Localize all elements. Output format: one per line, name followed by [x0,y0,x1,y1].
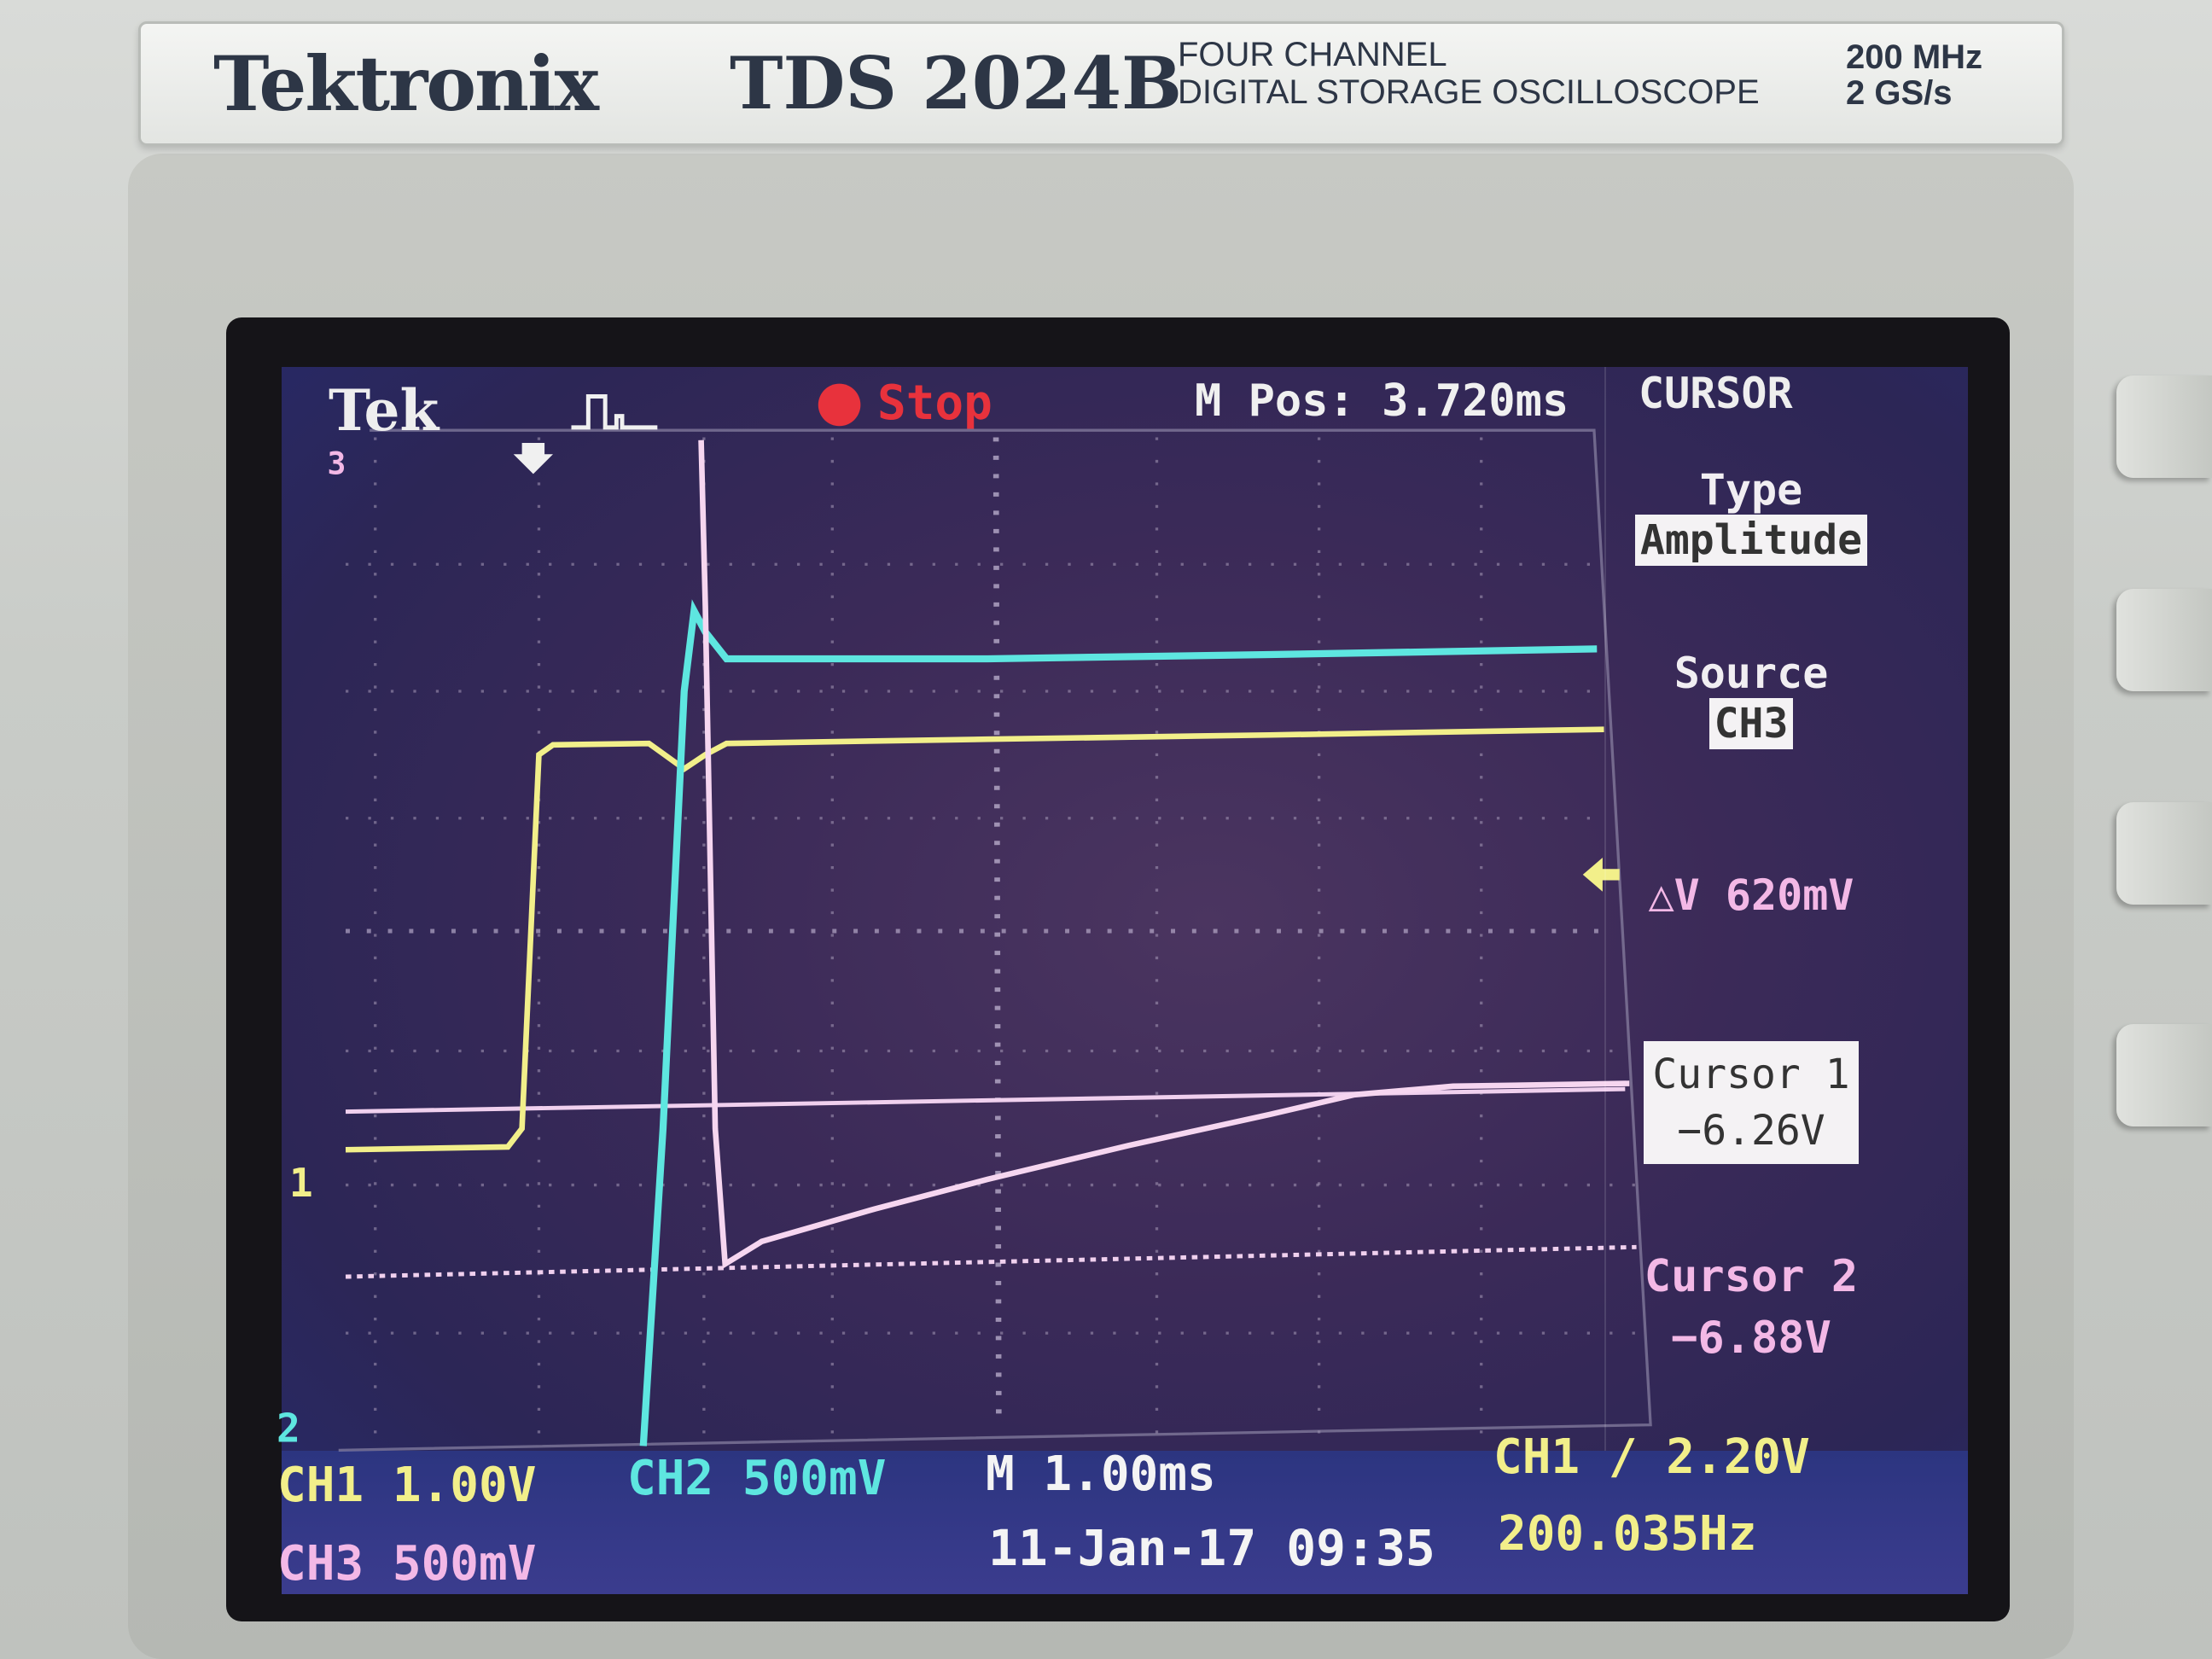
description-line: DIGITAL STORAGE OSCILLOSCOPE [1178,73,1760,111]
menu-cursor-1[interactable]: Cursor 1 −6.26V [1606,1041,1896,1164]
description-line: FOUR CHANNEL [1178,36,1447,73]
source-value: CH3 [1708,698,1794,749]
graticule-center-vertical [992,437,1002,1425]
trigger-readout: CH1 ∕ 2.20V [1493,1429,1810,1485]
sample-rate: 2 GS/s [1846,74,1953,112]
trigger-frequency: 200.035Hz [1498,1506,1757,1562]
menu-key-1[interactable] [2116,375,2212,478]
trigger-level-arrow-icon [1582,858,1620,892]
menu-type[interactable]: Type Amplitude [1606,465,1896,566]
tek-logo: Tek [329,377,439,444]
model-specs: 200 MHz 2 GS/s [1846,39,1982,111]
menu-source[interactable]: Source CH3 [1606,649,1896,749]
bandwidth: 200 MHz [1846,38,1983,76]
horizontal-position: M Pos: 3.720ms [1195,375,1569,427]
ch2-scale: CH2 500mV [627,1451,887,1506]
stop-icon [818,383,861,427]
pulse-trigger-icon [571,394,658,430]
brand-logo: Tektronix [213,39,599,128]
graticule-border [338,428,1652,1452]
cursor-2-label: Cursor 2 [1644,1251,1859,1302]
date-time: 11-Jan-17 09:35 [988,1519,1435,1577]
delta-voltage: △V 620mV [1648,870,1854,920]
run-state: Stop [877,375,992,431]
menu-key-4[interactable] [2116,1024,2212,1126]
menu-cursor-2[interactable]: Cursor 2 −6.88V [1606,1246,1896,1369]
cursor-2-value: −6.88V [1671,1313,1831,1364]
cursor-menu: Type Amplitude Source CH3 △V 620mV Curso… [1604,367,1896,1451]
source-label: Source [1674,649,1829,698]
model-label-strip: Tektronix TDS 2024B FOUR CHANNEL DIGITAL… [138,21,2064,146]
ch3-scale: CH3 500mV [277,1536,537,1592]
ch3-trace [698,439,1630,1269]
model-description: FOUR CHANNEL DIGITAL STORAGE OSCILLOSCOP… [1178,36,1760,111]
cursor-1-line [345,1086,1626,1115]
ch1-trace [345,726,1604,1153]
cursor-1-label: Cursor 1 [1652,1051,1850,1098]
ch1-scale: CH1 1.00V [277,1458,537,1513]
menu-title: CURSOR [1639,369,1793,418]
display [282,367,1968,1594]
model-name: TDS 2024B [730,41,1183,125]
timebase: M 1.00ms [986,1447,1216,1502]
menu-key-2[interactable] [2116,589,2212,691]
readout-band [282,1451,1968,1594]
ch1-marker: 1 [289,1160,313,1206]
type-value: Amplitude [1634,515,1868,566]
type-label: Type [1699,465,1803,515]
menu-key-3[interactable] [2116,802,2212,905]
trigger-position-arrow-icon [513,443,553,474]
cursor-1-value: −6.26V [1677,1107,1825,1155]
graticule [346,437,1644,1447]
cursor-2-line [345,1244,1637,1279]
ch2-marker: 2 [276,1405,300,1451]
ch3-marker: 3 [328,445,346,481]
